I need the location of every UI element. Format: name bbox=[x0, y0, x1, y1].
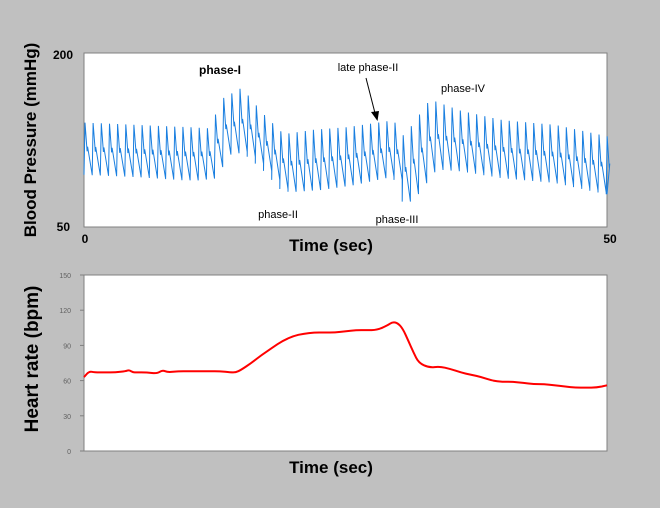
bp-trace bbox=[83, 88, 611, 202]
hr-y-tick-label: 30 bbox=[63, 414, 71, 421]
annotation-arrow-line bbox=[365, 77, 377, 118]
annotation-phase-i: phase-I bbox=[199, 63, 241, 77]
bp-y-tick-bottom: 50 bbox=[57, 220, 71, 234]
hr-y-tick-label: 150 bbox=[59, 273, 71, 280]
bp-y-tick-top: 200 bbox=[53, 48, 73, 62]
annotation-phase-iii: phase-III bbox=[376, 214, 419, 226]
hr-y-ticks: 0 30 60 90 120 150 bbox=[59, 273, 84, 456]
bp-x-tick-end: 50 bbox=[603, 232, 617, 246]
hr-plot-area bbox=[83, 274, 608, 452]
annotation-arrow-head bbox=[371, 111, 379, 121]
hr-trace bbox=[83, 321, 608, 389]
annotation-phase-ii: phase-II bbox=[258, 209, 298, 221]
hr-y-tick-label: 0 bbox=[67, 449, 71, 456]
bp-x-axis-label: Time (sec) bbox=[289, 236, 373, 255]
annotation-phase-iv: phase-IV bbox=[441, 83, 486, 95]
hr-y-tick-label: 120 bbox=[59, 308, 71, 315]
hr-y-tick-label: 90 bbox=[63, 343, 71, 350]
hr-panel: 0 30 60 90 120 150 Time (sec) Heart rate (bpm… bbox=[22, 273, 608, 477]
bp-x-tick-start: 0 bbox=[82, 232, 89, 246]
hr-y-tick-label: 60 bbox=[63, 379, 71, 386]
bp-y-axis-label: Blood Pressure (mmHg) bbox=[21, 43, 40, 238]
annotation-late-phase-ii: late phase-II bbox=[338, 62, 399, 74]
bp-panel: 200 50 0 50 Time (sec) Blood Pressure (m… bbox=[21, 43, 617, 255]
hr-x-axis-label: Time (sec) bbox=[289, 458, 373, 477]
hr-y-axis-label: Heart rate (bpm) bbox=[22, 286, 43, 433]
